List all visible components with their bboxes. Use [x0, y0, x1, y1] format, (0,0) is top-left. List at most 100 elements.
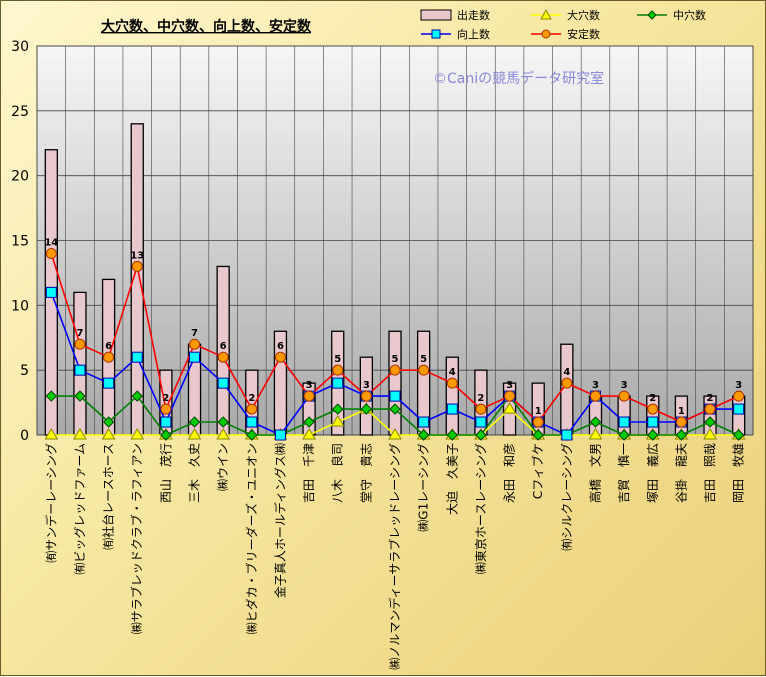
point: [302, 428, 316, 440]
x-tick-label: 堂守 貴志: [359, 443, 373, 503]
point: [532, 416, 544, 428]
point: [330, 415, 345, 427]
x-tick-label: ㈲シルクレーシング: [560, 443, 574, 551]
point: [733, 390, 745, 402]
data-label: 2: [649, 393, 656, 404]
x-tick-label: ㈱ヒダカ・ブリーダーズ・ユニオン: [244, 443, 259, 634]
y-tick-label: 30: [11, 39, 29, 55]
data-label: 6: [105, 341, 112, 352]
point: [217, 351, 229, 363]
x-tick-label: 谷掛 龍夫: [673, 443, 688, 503]
data-label: 3: [306, 380, 313, 391]
point: [502, 402, 517, 414]
x-tick-label: ㈱ウイン: [216, 443, 230, 491]
legend-label: 中穴数: [673, 8, 706, 22]
point: [618, 416, 630, 428]
point: [475, 416, 487, 428]
legend-marker: [540, 8, 552, 20]
y-tick-label: 20: [11, 169, 29, 185]
point: [417, 429, 430, 441]
point: [446, 429, 458, 441]
point: [561, 377, 573, 389]
point: [130, 428, 145, 440]
data-label: 3: [735, 380, 742, 391]
legend-label: 向上数: [457, 27, 490, 41]
x-tick-label: 吉田 千津: [302, 443, 316, 503]
point: [475, 403, 487, 415]
legend-marker: [647, 10, 657, 20]
x-tick-label: 金子真人ホールディングス㈱: [272, 443, 287, 598]
x-tick-label: ㈱G1レーシング: [417, 443, 431, 532]
x-tick-label: ㈲社台レースホース: [101, 443, 116, 550]
y-tick-label: 0: [20, 428, 29, 444]
point: [246, 403, 258, 415]
point: [704, 416, 716, 428]
bar: [388, 330, 402, 436]
bar: [73, 291, 87, 436]
x-tick-label: 永田 和彦: [502, 443, 517, 503]
point: [45, 286, 57, 298]
x-tick-label: 吉田 照哉: [702, 443, 717, 503]
y-tick-label: 25: [11, 104, 29, 120]
point: [561, 429, 573, 441]
point: [101, 428, 116, 440]
point: [103, 351, 115, 363]
point: [332, 364, 344, 376]
data-label: 2: [477, 393, 484, 404]
data-label: 1: [535, 406, 542, 417]
point: [675, 429, 688, 441]
point: [160, 416, 172, 428]
point: [188, 416, 201, 428]
x-tick-label: 三木 久史: [188, 443, 202, 503]
point: [732, 429, 745, 441]
x-tick-label: ㈱サラブレッドクラブ・ラフィアン: [129, 443, 144, 634]
y-tick-label: 10: [11, 298, 29, 314]
data-label: 3: [506, 380, 513, 391]
point: [217, 377, 229, 389]
point: [103, 377, 115, 389]
point: [418, 364, 430, 376]
legend-label: 大穴数: [567, 8, 600, 22]
y-tick-label: 5: [20, 363, 29, 379]
point: [189, 351, 201, 363]
point: [588, 428, 603, 440]
point: [475, 429, 487, 441]
data-label: 7: [191, 328, 198, 339]
legend-swatch: [420, 9, 452, 21]
legend-marker: [541, 29, 551, 39]
point: [446, 403, 458, 415]
data-label: 2: [162, 393, 169, 404]
data-label: 14: [44, 237, 58, 248]
point: [131, 351, 143, 363]
point: [73, 428, 87, 440]
point: [216, 428, 231, 440]
point: [131, 260, 143, 272]
legend-label: 出走数: [457, 8, 490, 22]
data-label: 4: [563, 367, 570, 378]
point: [74, 364, 86, 376]
data-label: 5: [420, 354, 427, 365]
point: [618, 429, 630, 441]
data-label: 2: [248, 393, 255, 404]
y-tick-label: 15: [11, 234, 29, 250]
point: [44, 428, 59, 440]
point: [45, 390, 58, 402]
point: [360, 390, 372, 402]
x-tick-label: ㈱ノルマンディーサラブレッドレーシング: [387, 443, 402, 670]
point: [274, 351, 286, 363]
point: [532, 429, 544, 441]
point: [303, 416, 315, 428]
x-tick-label: 西山 茂行: [159, 443, 173, 503]
point: [704, 403, 716, 415]
x-tick-label: 岡田 牧雄: [731, 443, 746, 503]
point: [389, 390, 401, 402]
data-label: 5: [392, 354, 399, 365]
point: [618, 390, 630, 402]
point: [388, 428, 402, 440]
point: [589, 416, 602, 428]
point: [160, 429, 172, 441]
data-label: 3: [621, 380, 628, 391]
x-tick-label: 高橋 文男: [587, 443, 602, 503]
